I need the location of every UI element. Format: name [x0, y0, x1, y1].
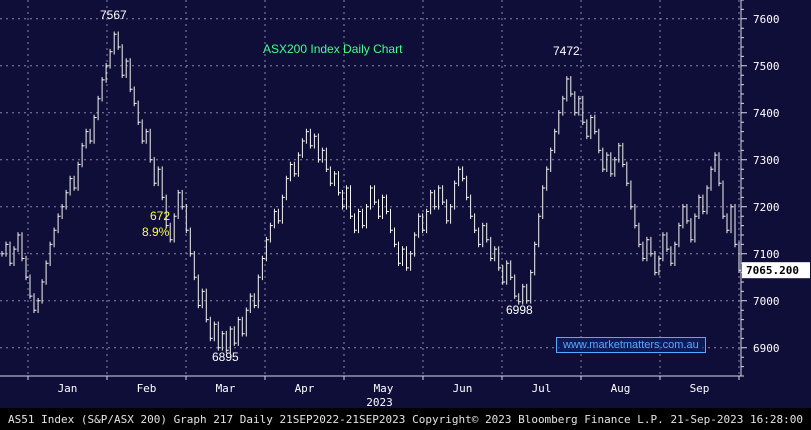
price-chart: 7600 7500 7400 7300 7200 7100 7000 6900 Jan Feb Ma…	[0, 0, 810, 408]
x-axis-month-label: Jul	[532, 382, 552, 395]
x-axis-month-label: Jun	[453, 382, 473, 395]
decline-percent-label: 8.9%	[142, 225, 170, 239]
y-axis-tick-label: 7500	[753, 60, 780, 73]
x-axis-month-label: May	[374, 382, 394, 395]
x-axis-year-label: 2023	[366, 396, 393, 408]
chart-title: ASX200 Index Daily Chart	[263, 42, 403, 56]
x-axis-month-label: Feb	[137, 382, 157, 395]
status-copyright: Copyright© 2023 Bloomberg Finance L.P.	[412, 412, 664, 426]
last-price-badge	[742, 262, 810, 279]
x-axis-month-label: Sep	[690, 382, 710, 395]
x-axis-month-label: Apr	[295, 382, 315, 395]
second-peak-price-label: 7472	[553, 44, 580, 58]
low-price-label: 6895	[212, 350, 239, 364]
y-axis-tick-label: 7400	[753, 107, 780, 120]
y-axis-tick-label: 7200	[753, 201, 780, 214]
daily-price-bars	[1, 31, 742, 353]
y-axis-tick-label: 6900	[753, 342, 780, 355]
y-axis-tick-label: 7600	[753, 13, 780, 26]
status-timestamp: 21-Sep-2023 16:28:00	[670, 412, 803, 426]
status-bar: AS51 Index (S&P/ASX 200) Graph 217 Daily…	[0, 408, 811, 430]
x-axis-month-label: Mar	[216, 382, 236, 395]
y-axis-tick-label: 7100	[753, 248, 780, 261]
annotation-layer: 7567 ASX200 Index Daily Chart 7472 672 8.9% 6…	[100, 8, 706, 364]
axis-tick-marks	[27, 0, 747, 380]
y-axis-tick-label: 7000	[753, 295, 780, 308]
second-low-price-label: 6998	[506, 303, 533, 317]
y-axis-tick-label: 7300	[753, 154, 780, 167]
grid-lines	[0, 0, 741, 376]
decline-points-label: 672	[150, 209, 171, 223]
x-axis-month-label: Jan	[58, 382, 78, 395]
x-axis-month-label: Aug	[611, 382, 631, 395]
last-price-value: 7065.200	[746, 264, 799, 277]
status-security-info: AS51 Index (S&P/ASX 200) Graph 217 Daily…	[8, 412, 406, 426]
peak-price-label: 7567	[100, 8, 127, 22]
marketmatters-watermark-link[interactable]: www.marketmatters.com.au	[556, 337, 706, 353]
